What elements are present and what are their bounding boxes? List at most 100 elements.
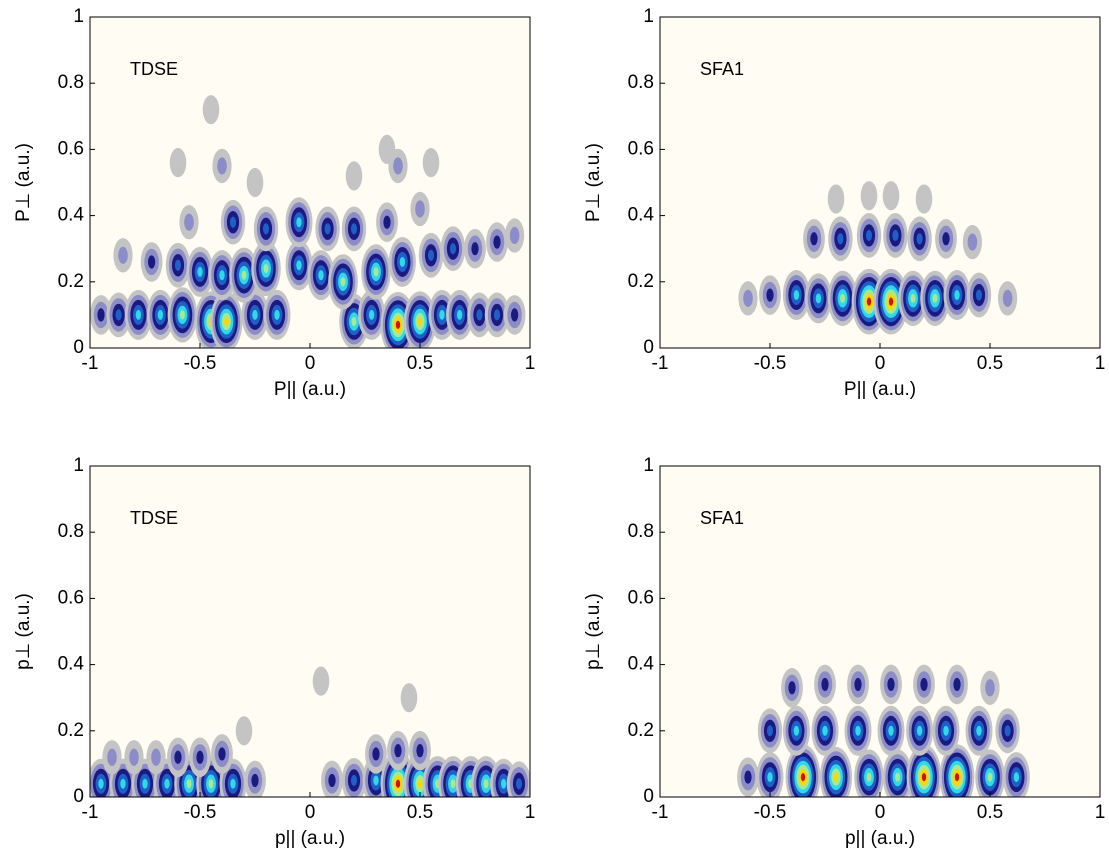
- contour-level: [422, 148, 440, 178]
- contour-level: [985, 679, 995, 697]
- x-tick-label: 0.5: [977, 353, 1003, 374]
- contour-level: [252, 309, 258, 320]
- contour-level: [932, 293, 938, 303]
- contour-level: [393, 157, 403, 175]
- y-tick-label: 0.2: [58, 720, 84, 741]
- contour-level: [476, 309, 483, 321]
- x-tick-label: 0.5: [977, 802, 1003, 823]
- contour-level: [399, 256, 406, 267]
- panel: -1 -0.5 0 0.5 1 0 0.2 0.4 0.6 0.8 1 P|| (a.u.) P⊥ (a…: [583, 6, 1105, 400]
- contour-level: [766, 288, 774, 302]
- contour-level: [324, 223, 331, 235]
- contour-level: [263, 263, 269, 274]
- contour-level: [509, 226, 520, 245]
- contour-level: [274, 309, 280, 320]
- x-tick-label: -0.5: [754, 353, 787, 374]
- contour-level: [251, 773, 259, 788]
- contour-level: [368, 309, 375, 320]
- contours: [90, 95, 526, 348]
- contour-level: [417, 317, 423, 326]
- contour-level: [854, 677, 862, 692]
- y-tick-label: 0.6: [628, 587, 654, 608]
- y-tick-label: 1: [643, 6, 654, 27]
- annotation: TDSE: [130, 508, 178, 528]
- x-tick-label: 1: [525, 353, 536, 374]
- panel: -1 -0.5 0 0.5 1 0 0.2 0.4 0.6 0.8 1 P|| (a.u.) P⊥ (a…: [13, 6, 535, 400]
- x-axis-label: p|| (a.u.): [845, 828, 915, 849]
- contour-level: [767, 772, 773, 783]
- contour-level: [378, 134, 396, 164]
- contour-level: [417, 779, 423, 789]
- annotation: SFA1: [700, 59, 744, 79]
- contour-level: [98, 778, 104, 789]
- contour-level: [246, 167, 264, 198]
- contour-level: [439, 309, 445, 320]
- y-tick-label: 0.4: [58, 205, 85, 226]
- contour-level: [975, 289, 983, 301]
- contour-level: [483, 779, 489, 789]
- y-tick-label: 0.8: [58, 521, 84, 542]
- contour-level: [800, 773, 806, 782]
- contour-level: [954, 773, 960, 782]
- contour-level: [743, 289, 753, 307]
- y-tick-label: 1: [73, 455, 84, 476]
- contour-level: [837, 233, 844, 245]
- x-tick-label: 0.5: [407, 353, 433, 374]
- x-tick-label: 1: [1095, 802, 1106, 823]
- x-tick-label: 0: [305, 802, 316, 823]
- contour-level: [235, 716, 253, 746]
- contour-level: [866, 297, 872, 306]
- contour-level: [515, 778, 523, 790]
- contour-level: [350, 223, 358, 235]
- contour-level: [350, 774, 358, 787]
- contour-level: [186, 779, 192, 789]
- contour-level: [224, 317, 229, 326]
- x-tick-label: 1: [525, 802, 536, 823]
- contour-level: [174, 259, 182, 271]
- contour-level: [416, 744, 424, 758]
- panel: -1 -0.5 0 0.5 1 0 0.2 0.4 0.6 0.8 1 p|| (a.u.) p⊥ (a…: [583, 455, 1105, 849]
- contour-level: [296, 260, 302, 271]
- y-tick-label: 0.2: [58, 271, 84, 292]
- y-tick-label: 0.2: [628, 271, 654, 292]
- contour-level: [395, 320, 401, 329]
- contour-level: [500, 778, 507, 789]
- contour-level: [196, 750, 204, 764]
- contour-level: [1002, 289, 1013, 307]
- contour-level: [450, 779, 456, 789]
- y-tick-label: 0.6: [628, 138, 654, 159]
- contour-level: [953, 677, 961, 692]
- contour-level: [822, 725, 828, 736]
- contour-level: [395, 779, 401, 788]
- contour-level: [383, 215, 391, 229]
- y-tick-label: 0: [73, 337, 84, 358]
- contour-level: [328, 773, 336, 788]
- contour-level: [943, 725, 949, 736]
- y-tick-label: 0: [643, 786, 654, 807]
- contour-level: [855, 725, 861, 736]
- contour-level: [217, 157, 227, 175]
- contour-level: [345, 161, 363, 191]
- contour-level: [910, 293, 916, 303]
- x-tick-label: 0: [875, 802, 886, 823]
- contour-level: [179, 310, 185, 320]
- contour-level: [967, 233, 978, 251]
- contour-level: [892, 229, 899, 242]
- y-tick-label: 1: [643, 455, 654, 476]
- contour-level: [793, 290, 800, 301]
- contour-level: [449, 243, 457, 255]
- y-axis-label: P⊥ (a.u.): [583, 143, 604, 222]
- contour-level: [887, 677, 895, 692]
- contour-level: [107, 748, 117, 766]
- contour-level: [888, 297, 894, 306]
- x-axis-label: P|| (a.u.): [274, 379, 346, 400]
- contours: [738, 181, 1018, 335]
- x-tick-label: -1: [82, 802, 99, 823]
- contour-level: [115, 309, 122, 321]
- x-tick-label: -1: [652, 802, 669, 823]
- y-tick-label: 0.4: [58, 654, 85, 675]
- contour-level: [340, 277, 346, 287]
- contour-level: [827, 184, 845, 214]
- contour-level: [920, 677, 928, 692]
